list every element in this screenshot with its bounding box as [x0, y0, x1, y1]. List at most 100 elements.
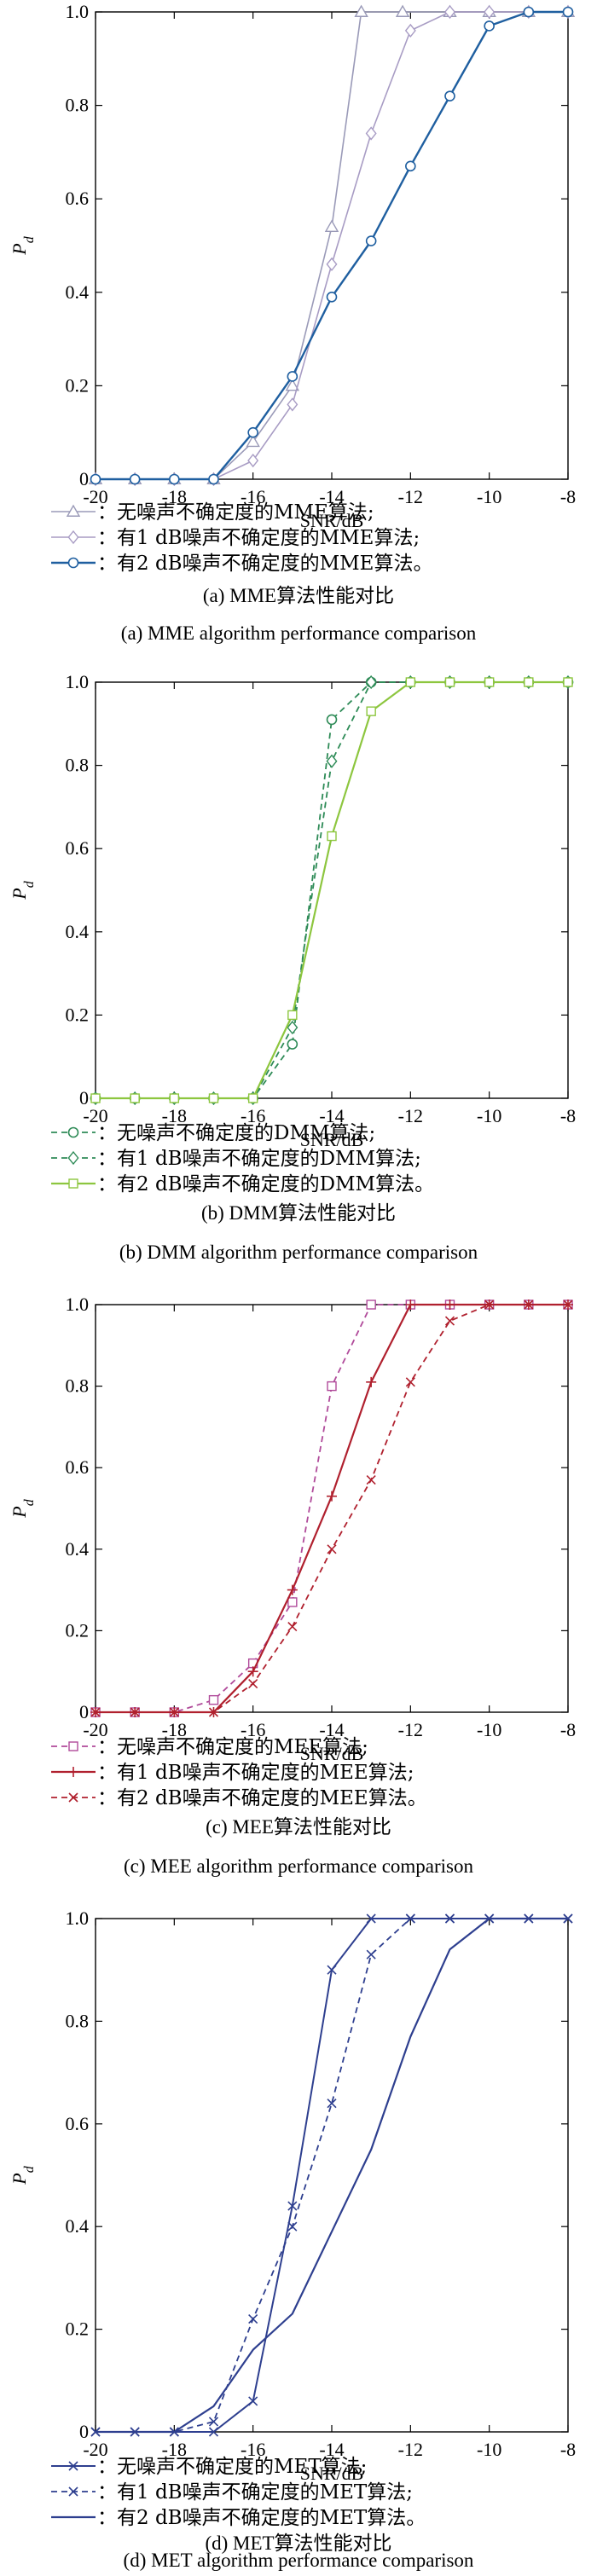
data-point-2-7: [366, 1474, 376, 1485]
x-tick-label: -10: [477, 2439, 501, 2460]
legend-entry-0: ：无噪声不确定度的DMM算法;: [51, 1122, 375, 1144]
legend-entry-2: ：有2 dB噪声不确定度的MEE算法。: [51, 1787, 427, 1809]
data-point-1-8: [405, 1913, 415, 1924]
data-point-2-4: [247, 1093, 258, 1103]
y-tick-label: 0: [79, 2421, 89, 2442]
series-line-2: [96, 10, 568, 481]
y-axis-label: Pd: [9, 880, 37, 900]
legend-label: ：有2 dB噪声不确定度的DMM算法。: [97, 1173, 434, 1195]
y-tick-label: 0.2: [66, 1004, 90, 1025]
y-tick-label: 0.2: [66, 2318, 90, 2340]
series-0: [88, 4, 576, 484]
legend-label: ：有1 dB噪声不确定度的MME算法;: [97, 527, 420, 549]
y-axis-label: Pd: [9, 235, 37, 255]
legend-label: ：有2 dB噪声不确定度的MET算法。: [97, 2507, 426, 2529]
x-tick-label: -20: [83, 1719, 107, 1740]
y-tick-label: 1.0: [66, 1, 90, 22]
caption-en: (c) MEE algorithm performance comparison: [124, 1855, 474, 1877]
legend-entry-2: ：有2 dB噪声不确定度的DMM算法。: [51, 1173, 434, 1195]
series-line-0: [96, 1918, 568, 2433]
y-tick-label: 1.0: [66, 1294, 90, 1315]
series-line-1: [96, 11, 568, 480]
data-point-2-8: [405, 160, 416, 172]
data-point-2-9: [444, 1316, 455, 1326]
series-0: [90, 676, 574, 1104]
series-2: [90, 1300, 573, 1717]
data-point-2-6: [326, 291, 338, 303]
series-2: [90, 6, 574, 485]
y-tick-label: 0.8: [66, 755, 90, 776]
data-point-2-1: [130, 1707, 140, 1717]
x-tick-label: -14: [319, 486, 344, 507]
data-point-2-2: [169, 1707, 179, 1717]
series-2: [90, 677, 573, 1103]
legend-label: ：有1 dB噪声不确定度的MET算法;: [97, 2481, 413, 2504]
data-point-2-10: [484, 1300, 495, 1310]
data-point-1-8: [405, 1300, 416, 1310]
y-axis-label-subscript: d: [22, 235, 37, 243]
data-point-2-8: [405, 1377, 415, 1387]
x-tick-label: -12: [398, 486, 423, 507]
x-tick-label: -18: [162, 2439, 187, 2460]
chart-panel-3: -20 -18 -16 -14 -12 -10 -8 0 0.2 0.4 0.6 0.8 1.0 SNR/…: [9, 1907, 576, 2571]
y-tick-label: 0.4: [66, 2215, 90, 2237]
data-point-2-3: [208, 1093, 219, 1103]
x-tick-label: -18: [162, 1719, 187, 1740]
data-point-2-3: [208, 473, 219, 485]
data-point-1-6: [327, 2098, 337, 2109]
y-tick-label: 0.2: [66, 374, 90, 396]
data-point-2-2: [169, 473, 180, 485]
y-axis-label-subscript: d: [22, 1498, 37, 1506]
data-point-2-11: [523, 6, 535, 18]
data-point-1-6: [326, 257, 338, 272]
x-tick-label: -10: [477, 1719, 501, 1740]
y-tick-label: 0.6: [66, 837, 90, 859]
data-point-2-11: [524, 677, 534, 687]
series-line-1: [96, 1918, 568, 2433]
legend-entry-2: ：有2 dB噪声不确定度的MME算法。: [51, 553, 432, 575]
data-point-2-5: [287, 371, 298, 382]
y-tick-label: 0.6: [66, 1456, 90, 1478]
data-point-1-6: [327, 1491, 337, 1502]
x-tick-label: -20: [83, 1105, 107, 1126]
y-tick-label: 0.8: [66, 2010, 90, 2031]
series-0: [90, 1913, 573, 2437]
data-point-2-0: [90, 1093, 101, 1103]
data-point-2-2: [169, 1093, 180, 1103]
plot-frame: [95, 11, 569, 480]
data-point-2-7: [365, 235, 377, 246]
y-tick-label: 0: [79, 1701, 89, 1722]
data-point-0-5: [285, 378, 300, 391]
x-tick-label: -14: [319, 2439, 344, 2460]
data-point-2-4: [247, 426, 258, 438]
data-point-2-7: [366, 706, 376, 716]
x-tick-label: -16: [241, 1105, 265, 1126]
x-tick-label: -12: [398, 1719, 423, 1740]
series-line-1: [96, 681, 568, 1099]
data-point-1-5: [287, 397, 298, 412]
y-tick-label: 0.6: [66, 2113, 90, 2134]
x-tick-label: -18: [162, 1105, 187, 1126]
legend-swatch-marker: [67, 530, 79, 545]
legend-label: ：无噪声不确定度的DMM算法;: [97, 1122, 375, 1144]
legend-label: ：有2 dB噪声不确定度的MME算法。: [97, 553, 432, 575]
data-point-2-6: [327, 1544, 337, 1554]
legend-label: ：无噪声不确定度的MEE算法;: [97, 1736, 368, 1758]
legend-entry-1: ：有1 dB噪声不确定度的DMM算法;: [51, 1148, 421, 1170]
data-point-2-0: [90, 473, 101, 485]
data-point-1-7: [366, 1376, 377, 1387]
legend-label: ：有1 dB噪声不确定度的MEE算法;: [97, 1762, 414, 1784]
legend-label: ：无噪声不确定度的MME算法;: [97, 501, 374, 524]
legend-swatch-marker: [68, 1792, 78, 1803]
data-point-0-7: [366, 1300, 376, 1310]
data-point-0-3: [208, 1694, 219, 1705]
legend-entry-0: ：无噪声不确定度的MEE算法;: [51, 1736, 368, 1758]
data-point-0-6: [324, 219, 339, 233]
data-point-1-3: [208, 2417, 219, 2427]
data-point-1-9: [444, 1913, 455, 1924]
x-axis-label: SNR/dB: [300, 2463, 364, 2484]
data-point-0-6: [327, 1381, 337, 1392]
x-axis-label: SNR/dB: [300, 510, 364, 531]
caption-en: (a) MME algorithm performance comparison: [121, 622, 477, 644]
data-point-2-1: [130, 1093, 140, 1103]
